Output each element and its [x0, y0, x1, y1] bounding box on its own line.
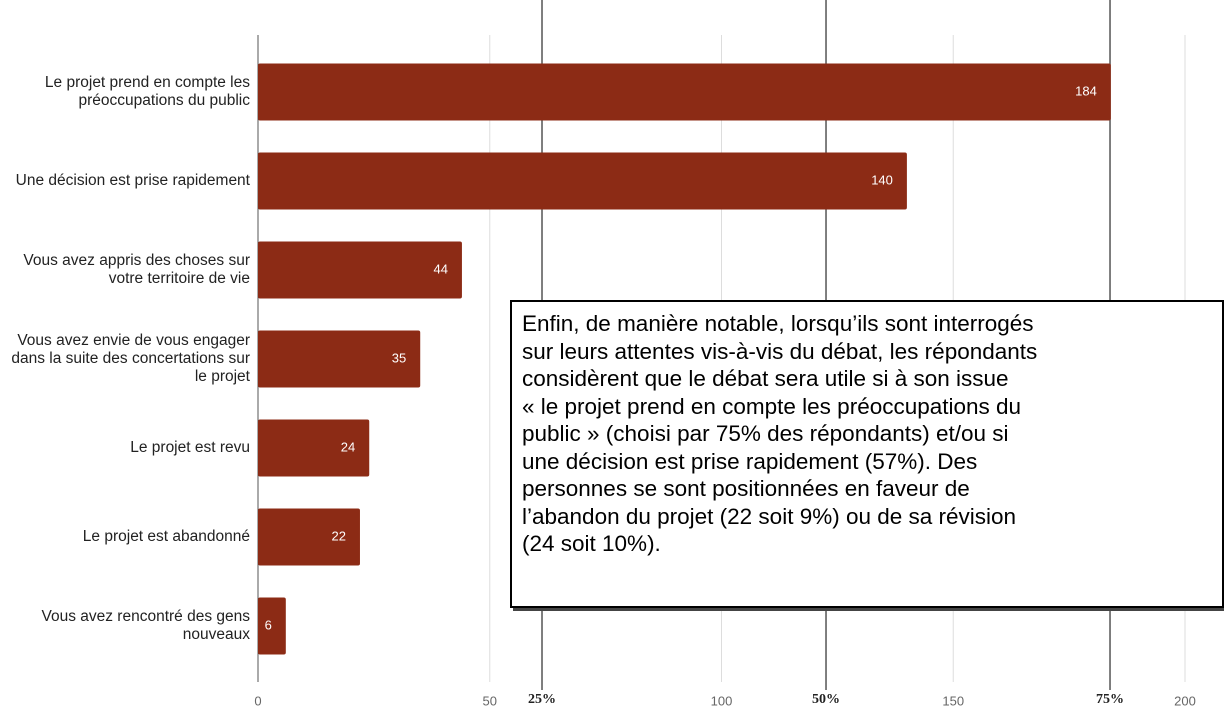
annotation-line: public » (choisi par 75% des répondants)… [522, 421, 1009, 446]
y-tick-label: Le projet est abandonné [82, 528, 250, 545]
annotation-line: (24 soit 10%). [522, 531, 661, 556]
bar [258, 241, 462, 299]
y-tick-label: Vous avez rencontré des gens nouveaux [41, 608, 250, 643]
value-label: 22 [332, 528, 346, 543]
annotation-line: considèrent que le débat sera utile si à… [522, 366, 1009, 391]
value-label: 184 [1075, 83, 1097, 98]
value-label: 35 [392, 350, 406, 365]
x2-tick-label: 25% [528, 692, 556, 707]
annotation-line: l’abandon du projet (22 soit 9%) ou de s… [522, 503, 1017, 529]
annotation-line: sur leurs attentes vis-à-vis du débat, l… [522, 338, 1038, 364]
bar [258, 152, 907, 210]
x2-tick-label: 50% [812, 692, 840, 707]
y-tick-label: Le projet est revu [130, 439, 250, 456]
value-label: 140 [871, 172, 893, 187]
value-label: 24 [341, 439, 355, 454]
annotation-line: une décision est prise rapidement (57%).… [522, 448, 978, 474]
annotation-line: Enfin, de manière notable, lorsqu’ils so… [522, 311, 1034, 336]
annotation-line: « le projet prend en compte les préoccup… [522, 393, 1022, 419]
bar [258, 63, 1111, 121]
x-tick-label: 50 [483, 693, 497, 708]
annotation-line: personnes se sont positionnées en faveur… [522, 476, 970, 501]
y-tick-label: Vous avez appris des choses sur votre te… [23, 252, 250, 287]
x-tick-label: 0 [254, 693, 261, 708]
bar [258, 419, 370, 477]
value-label: 6 [265, 617, 272, 632]
y-tick-label: Vous avez envie de vous engager dans la … [11, 332, 250, 385]
annotation-box: Enfin, de manière notable, lorsqu’ils so… [510, 300, 1224, 608]
bar [258, 597, 286, 655]
x-tick-label: 200 [1174, 693, 1196, 708]
y-tick-label: Une décision est prise rapidement [15, 172, 250, 189]
x-tick-label: 150 [942, 693, 964, 708]
bar [258, 330, 421, 388]
x-tick-label: 100 [711, 693, 733, 708]
bar [258, 508, 360, 566]
x2-tick-label: 75% [1096, 692, 1124, 707]
value-label: 44 [433, 261, 447, 276]
y-tick-label: Le projet prend en compte les préoccupat… [44, 74, 250, 109]
